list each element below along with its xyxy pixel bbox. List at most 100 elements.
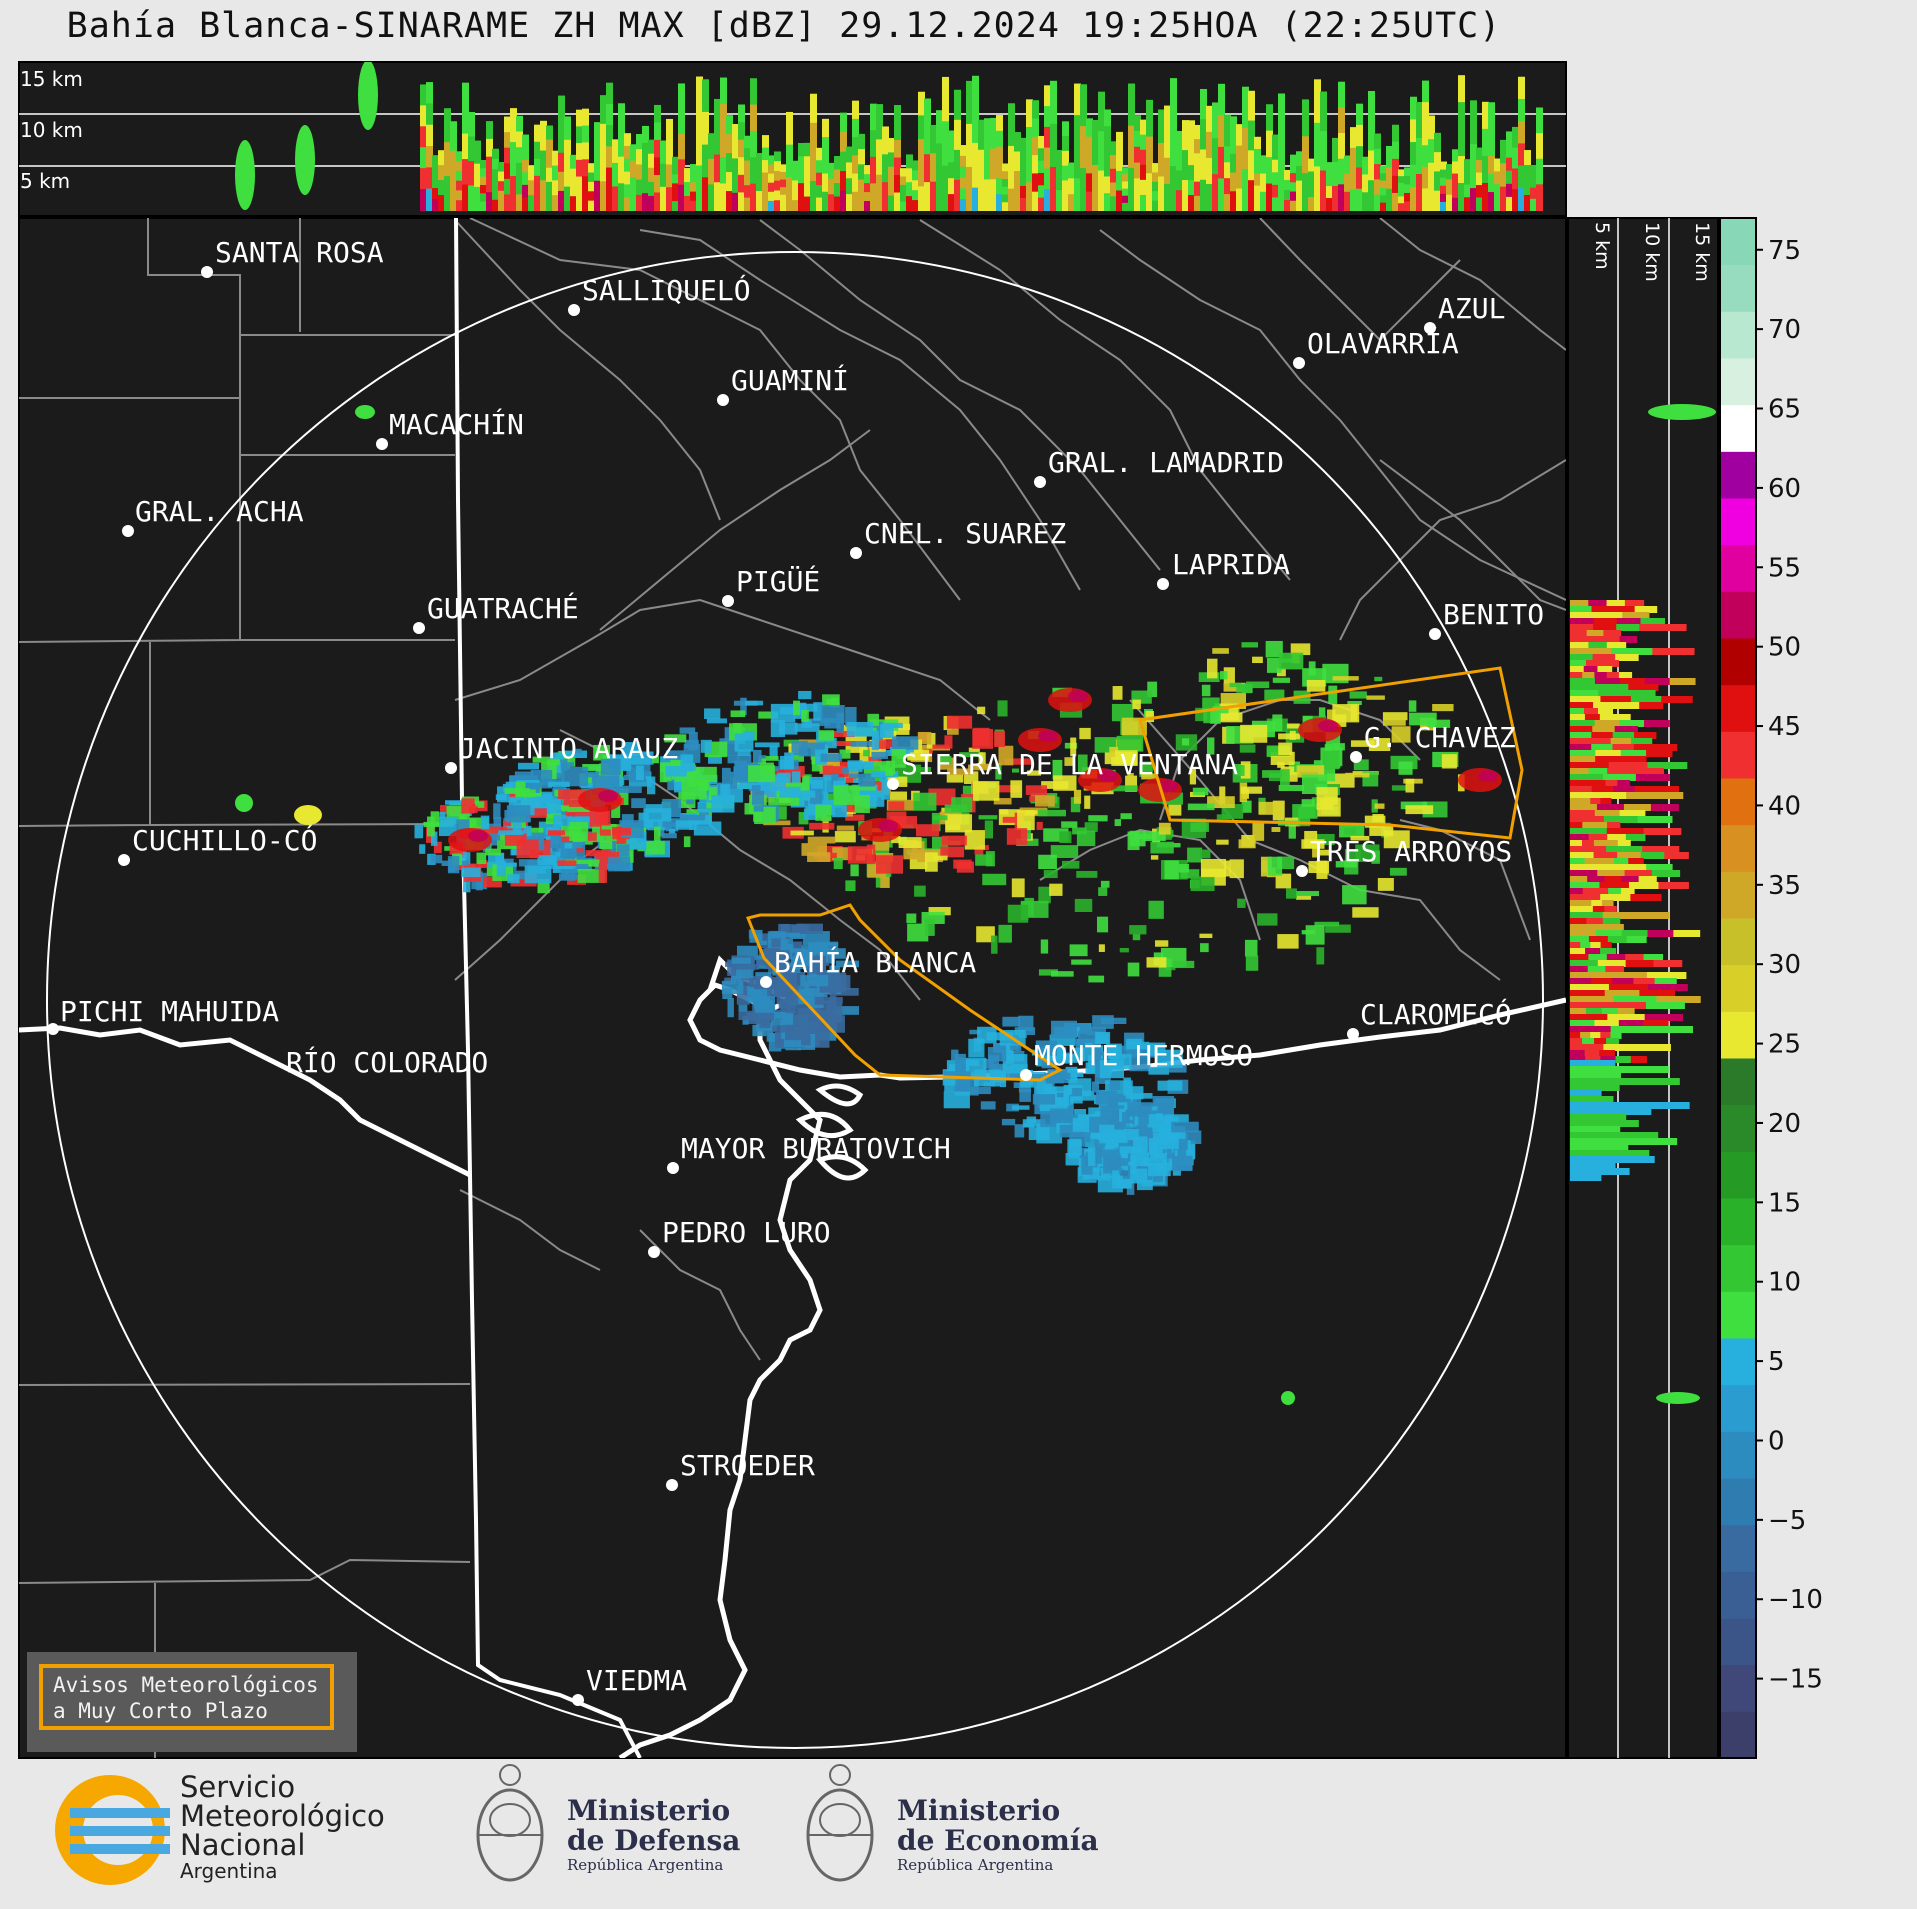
city-label: JACINTO ARAUZ — [459, 732, 678, 765]
city-label: G. CHAVEZ — [1364, 721, 1516, 754]
colorbar-tick-label: −10 — [1768, 1585, 1823, 1615]
colorbar-cell — [1720, 544, 1756, 592]
defensa-shield-icon — [476, 1764, 544, 1882]
city-marker: SALLIQUELÓ — [568, 273, 751, 316]
city-label: MAYOR BURATOVICH — [681, 1132, 951, 1165]
colorbar-tick-label: 70 — [1768, 315, 1801, 345]
colorbar-cell — [1720, 1524, 1756, 1572]
colorbar-cell — [1720, 311, 1756, 359]
warning-polygon-bahia — [745, 903, 1063, 1082]
defensa-text: Ministerio de Defensa República Argentin… — [567, 1794, 741, 1875]
side-vertical-profile-panel: 5 km 10 km 15 km — [1567, 217, 1719, 1759]
side-label-5km: 5 km — [1591, 222, 1613, 270]
colorbar-tick-label: 60 — [1768, 474, 1801, 504]
colorbar-cell — [1720, 684, 1756, 732]
colorbar-tick-label: 10 — [1768, 1268, 1801, 1298]
city-label: GUAMINÍ — [731, 363, 849, 397]
economia-line-3: República Argentina — [897, 1856, 1054, 1874]
smn-line-3: Nacional — [180, 1828, 306, 1862]
city-marker: TRES ARROYOS — [1296, 835, 1512, 877]
colorbar-cell — [1720, 638, 1756, 686]
smn-logo — [55, 1775, 170, 1885]
legend-line-1: Avisos Meteorológicos — [53, 1673, 319, 1697]
city-label: MACACHÍN — [389, 407, 524, 441]
colorbar-cell — [1720, 1291, 1756, 1339]
colorbar-tick-label: 50 — [1768, 633, 1801, 663]
city-marker: SANTA ROSA — [201, 236, 384, 278]
warning-polygon-east — [1138, 666, 1524, 840]
map-title: Bahía Blanca-SINARAME ZH MAX [dBZ] 29.12… — [66, 6, 1502, 46]
top-label-10km: 10 km — [20, 118, 83, 142]
colorbar-cell — [1720, 918, 1756, 966]
city-label: RÍO COLORADO — [286, 1045, 488, 1079]
colorbar-cell — [1720, 1431, 1756, 1479]
city-label: CUCHILLO-CÓ — [132, 823, 317, 857]
colorbar-tick-label: −5 — [1768, 1506, 1806, 1536]
city-label: PEDRO LURO — [662, 1216, 831, 1249]
colorbar-cell — [1720, 778, 1756, 826]
city-marker: PICHI MAHUIDA — [47, 995, 279, 1035]
economia-line-2: de Economía — [897, 1824, 1099, 1857]
colorbar-cell — [1720, 218, 1756, 266]
city-label: SIERRA DE LA VENTANA — [901, 748, 1238, 781]
colorbar-tick-label: 65 — [1768, 395, 1801, 425]
city-label: MONTE HERMOSO — [1034, 1039, 1253, 1072]
city-marker: RÍO COLORADO — [286, 1045, 488, 1079]
economia-line-1: Ministerio — [897, 1794, 1061, 1827]
radar-echoes — [235, 405, 1502, 1405]
colorbar-tick-label: 55 — [1768, 553, 1801, 583]
city-label: BENITO — [1443, 598, 1544, 631]
range-ring — [46, 251, 1544, 1749]
rio-colorado — [19, 1025, 472, 1178]
city-marker: JACINTO ARAUZ — [445, 732, 678, 774]
city-label: LAPRIDA — [1172, 548, 1290, 581]
city-marker: SIERRA DE LA VENTANA — [887, 748, 1238, 790]
colorbar-cell — [1720, 1011, 1756, 1059]
city-marker: AZUL — [1424, 292, 1505, 334]
top-profile-echoes — [235, 62, 1543, 211]
colorbar-cell — [1720, 824, 1756, 872]
city-marker: CLAROMECÓ — [1347, 997, 1512, 1040]
colorbar-cell — [1720, 1664, 1756, 1712]
city-label: OLAVARRÍA — [1307, 326, 1459, 360]
colorbar-cell — [1720, 1711, 1756, 1759]
colorbar-cell — [1720, 1151, 1756, 1199]
colorbar-tick-label: 15 — [1768, 1188, 1801, 1218]
side-label-15km: 15 km — [1691, 222, 1713, 282]
colorbar-cell — [1720, 1618, 1756, 1666]
smn-name: Servicio Meteorológico Nacional Argentin… — [180, 1773, 385, 1883]
colorbar-tick-label: −15 — [1768, 1665, 1823, 1695]
city-label: STROEDER — [680, 1449, 815, 1482]
city-marker: OLAVARRÍA — [1293, 326, 1459, 369]
city-label: PICHI MAHUIDA — [60, 995, 279, 1028]
city-marker: BAHÍA BLANCA — [760, 945, 976, 988]
colorbar-tick-label: 30 — [1768, 950, 1801, 980]
city-marker: MONTE HERMOSO — [1020, 1039, 1253, 1081]
city-marker: GUAMINÍ — [717, 363, 849, 406]
city-marker: VIEDMA — [572, 1664, 687, 1706]
city-marker: GUATRACHÉ — [413, 591, 579, 634]
side-label-10km: 10 km — [1641, 222, 1663, 282]
department-boundaries — [19, 218, 1566, 1758]
colorbar-cell — [1720, 1104, 1756, 1152]
colorbar-cell — [1720, 591, 1756, 639]
colorbar-cell — [1720, 964, 1756, 1012]
defensa-line-2: de Defensa — [567, 1824, 741, 1857]
colorbar-tick-label: 0 — [1768, 1426, 1785, 1456]
city-marker: CNEL. SUAREZ — [850, 517, 1066, 559]
city-label: CNEL. SUAREZ — [864, 517, 1066, 550]
city-label: TRES ARROYOS — [1310, 835, 1512, 868]
city-marker: MAYOR BURATOVICH — [667, 1132, 951, 1174]
city-label: GRAL. ACHA — [135, 495, 304, 528]
top-label-15km: 15 km — [20, 67, 83, 91]
city-label: SANTA ROSA — [215, 236, 384, 269]
city-label: BAHÍA BLANCA — [774, 945, 976, 979]
colorbar-cell — [1720, 498, 1756, 546]
top-label-5km: 5 km — [20, 169, 70, 193]
defensa-line-1: Ministerio — [567, 1794, 731, 1827]
defensa-line-3: República Argentina — [567, 1856, 724, 1874]
smn-line-4: Argentina — [180, 1859, 278, 1883]
city-label: CLAROMECÓ — [1360, 997, 1512, 1031]
